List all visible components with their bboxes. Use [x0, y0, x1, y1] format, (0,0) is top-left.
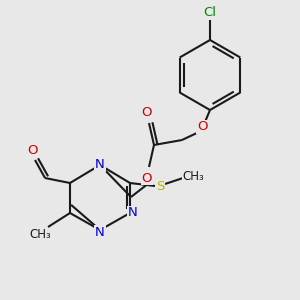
Text: O: O	[142, 106, 152, 118]
Text: N: N	[128, 206, 138, 220]
Text: O: O	[27, 143, 37, 157]
Text: S: S	[156, 179, 164, 193]
Text: O: O	[142, 172, 152, 184]
Text: CH₃: CH₃	[182, 169, 204, 182]
Text: O: O	[197, 121, 207, 134]
Text: N: N	[95, 158, 105, 172]
Text: Cl: Cl	[203, 5, 217, 19]
Text: N: N	[95, 226, 105, 238]
Text: CH₃: CH₃	[29, 229, 51, 242]
